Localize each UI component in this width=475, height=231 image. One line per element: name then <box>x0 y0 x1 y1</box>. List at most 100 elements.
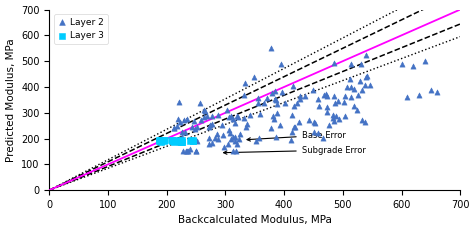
Layer 2 <box>193 139 200 143</box>
Layer 2 <box>260 101 267 104</box>
Layer 2 <box>180 119 188 122</box>
Layer 2 <box>310 120 317 123</box>
Layer 2 <box>179 150 187 153</box>
Layer 2 <box>254 101 262 105</box>
Layer 2 <box>332 114 340 118</box>
Layer 2 <box>218 123 226 127</box>
Layer 2 <box>341 94 349 98</box>
Layer 2 <box>288 130 296 134</box>
Layer 2 <box>227 114 235 118</box>
Layer 2 <box>354 94 362 97</box>
Layer 2 <box>361 84 369 87</box>
Layer 2 <box>187 148 194 151</box>
Layer 2 <box>321 93 328 97</box>
Layer 2 <box>267 127 275 130</box>
Layer 2 <box>226 115 233 119</box>
Layer 2 <box>315 104 323 108</box>
Layer 2 <box>288 114 296 117</box>
Layer 2 <box>314 97 322 101</box>
Layer 2 <box>241 81 249 85</box>
Layer 2 <box>273 102 281 106</box>
Layer 2 <box>225 128 232 132</box>
Layer 2 <box>201 109 209 112</box>
Layer 2 <box>296 94 304 97</box>
Layer 2 <box>329 116 336 119</box>
Layer 2 <box>192 150 200 153</box>
Layer 2 <box>323 94 331 98</box>
Layer 2 <box>361 121 369 124</box>
Layer 2 <box>208 142 216 145</box>
Layer 2 <box>353 109 361 112</box>
Layer 2 <box>184 150 192 153</box>
Layer 2 <box>358 118 366 121</box>
Layer 2 <box>287 138 294 142</box>
Layer 2 <box>184 150 191 153</box>
Layer 2 <box>197 101 204 105</box>
Layer 3 <box>190 138 197 142</box>
Layer 2 <box>203 114 210 118</box>
X-axis label: Backcalculated Modulus, MPa: Backcalculated Modulus, MPa <box>178 216 332 225</box>
Layer 2 <box>255 136 263 139</box>
Layer 2 <box>197 118 205 122</box>
Layer 3 <box>161 139 168 143</box>
Layer 2 <box>229 135 237 139</box>
Y-axis label: Predicted Modulus, MPa: Predicted Modulus, MPa <box>6 38 16 162</box>
Layer 2 <box>272 135 280 139</box>
Layer 2 <box>263 96 271 99</box>
Layer 2 <box>350 104 358 108</box>
Layer 3 <box>179 138 186 142</box>
Layer 2 <box>251 76 258 79</box>
Layer 2 <box>347 62 355 66</box>
Layer 2 <box>170 126 178 130</box>
Layer 2 <box>214 113 222 117</box>
Layer 2 <box>182 150 190 153</box>
Layer 2 <box>232 150 240 153</box>
Layer 3 <box>175 139 183 143</box>
Layer 2 <box>176 120 184 124</box>
Legend: Layer 2, Layer 3: Layer 2, Layer 3 <box>54 14 107 44</box>
Layer 3 <box>168 139 176 143</box>
Layer 2 <box>234 115 241 119</box>
Layer 3 <box>178 140 185 144</box>
Layer 2 <box>229 150 237 153</box>
Layer 2 <box>404 95 411 99</box>
Text: Base Error: Base Error <box>247 131 346 141</box>
Layer 2 <box>256 112 264 116</box>
Layer 3 <box>162 138 169 142</box>
Layer 2 <box>235 137 242 141</box>
Layer 2 <box>409 64 417 68</box>
Layer 2 <box>323 106 331 109</box>
Layer 2 <box>277 63 285 66</box>
Layer 2 <box>325 123 333 127</box>
Layer 3 <box>156 138 163 142</box>
Layer 2 <box>233 114 241 118</box>
Layer 3 <box>174 140 182 143</box>
Layer 3 <box>155 139 163 142</box>
Layer 2 <box>206 123 214 127</box>
Layer 2 <box>362 53 370 57</box>
Layer 2 <box>415 93 423 97</box>
Layer 2 <box>342 114 349 118</box>
Layer 3 <box>169 140 176 143</box>
Layer 3 <box>173 138 180 142</box>
Layer 2 <box>421 59 429 63</box>
Layer 3 <box>169 138 176 142</box>
Layer 2 <box>323 92 330 96</box>
Layer 3 <box>178 140 185 144</box>
Layer 3 <box>177 140 185 144</box>
Layer 2 <box>314 131 322 134</box>
Layer 2 <box>224 142 232 145</box>
Layer 2 <box>342 85 350 89</box>
Layer 2 <box>190 119 198 123</box>
Layer 2 <box>173 124 180 128</box>
Layer 2 <box>356 79 364 83</box>
Layer 3 <box>157 140 164 144</box>
Layer 2 <box>362 76 370 79</box>
Layer 2 <box>366 83 373 87</box>
Layer 2 <box>341 100 348 103</box>
Layer 2 <box>200 115 208 119</box>
Layer 2 <box>247 113 254 117</box>
Layer 2 <box>234 142 241 146</box>
Layer 2 <box>359 88 366 92</box>
Layer 2 <box>310 130 318 133</box>
